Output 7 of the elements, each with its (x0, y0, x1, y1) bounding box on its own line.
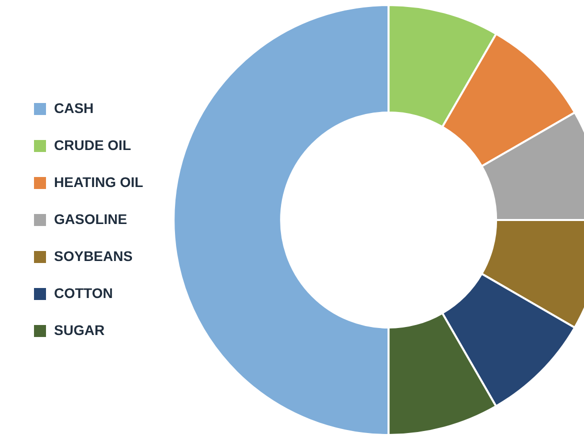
legend-label: CRUDE OIL (54, 136, 132, 153)
legend-label: CASH (54, 100, 94, 116)
legend-label: HEATING OIL (54, 174, 144, 190)
legend-label: COTTON (54, 284, 113, 301)
legend-label: GASOLINE (54, 210, 128, 227)
legend-label: SUGAR (54, 322, 105, 338)
legend-label: SOYBEANS (54, 248, 133, 264)
